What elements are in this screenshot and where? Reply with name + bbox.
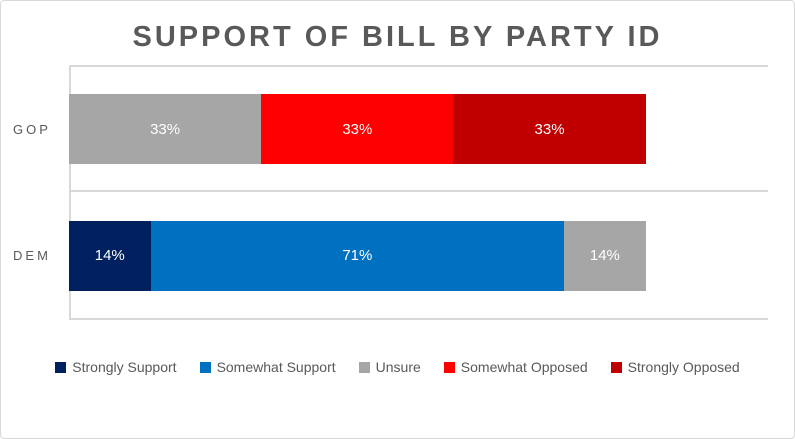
data-label: 33%: [150, 120, 181, 138]
y-axis-label-gop: GOP: [13, 121, 51, 137]
bar-segment-somewhat-opposed: 33%: [261, 94, 454, 165]
legend: Strongly Support Somewhat Support Unsure So…: [1, 359, 794, 375]
bar-segment-somewhat-support: 71%: [150, 220, 565, 291]
category-band-dem: DEM 14% 71% 14%: [13, 193, 768, 320]
y-axis-label-dem: DEM: [13, 248, 51, 264]
gridline-bottom: [69, 318, 768, 320]
stacked-bar-dem: 14% 71% 14%: [69, 220, 768, 291]
legend-swatch-icon: [610, 361, 622, 373]
legend-swatch-icon: [443, 361, 455, 373]
legend-swatch-icon: [55, 361, 67, 373]
legend-item-somewhat-support: Somewhat Support: [199, 359, 336, 375]
gridline-middle: [69, 190, 768, 192]
data-label: 71%: [342, 247, 373, 265]
gridline-top: [69, 65, 768, 67]
stacked-bar-gop: 33% 33% 33%: [69, 94, 768, 165]
legend-item-strongly-support: Strongly Support: [55, 359, 177, 375]
category-band-gop: GOP 33% 33% 33%: [13, 66, 768, 193]
bar-segment-strongly-opposed: 33%: [453, 94, 646, 165]
legend-label: Strongly Opposed: [627, 359, 740, 375]
legend-label: Somewhat Opposed: [460, 359, 588, 375]
legend-label: Somewhat Support: [216, 359, 336, 375]
legend-swatch-icon: [199, 361, 211, 373]
bar-segment-unsure: 33%: [69, 94, 262, 165]
category-axis-line: [69, 66, 71, 319]
legend-item-strongly-opposed: Strongly Opposed: [610, 359, 740, 375]
data-label: 14%: [94, 247, 125, 265]
data-label: 33%: [342, 120, 373, 138]
data-label: 33%: [534, 120, 565, 138]
bar-segment-unsure: 14%: [564, 220, 646, 291]
bar-segment-strongly-support: 14%: [69, 220, 151, 291]
legend-item-somewhat-opposed: Somewhat Opposed: [443, 359, 588, 375]
legend-swatch-icon: [358, 361, 370, 373]
data-label: 14%: [589, 247, 620, 265]
chart-title: SUPPORT OF BILL BY PARTY ID: [132, 21, 663, 53]
plot-area: GOP 33% 33% 33% DEM 14% 71% 14%: [13, 65, 768, 320]
legend-label: Strongly Support: [72, 359, 177, 375]
legend-item-unsure: Unsure: [358, 359, 421, 375]
legend-label: Unsure: [375, 359, 421, 375]
